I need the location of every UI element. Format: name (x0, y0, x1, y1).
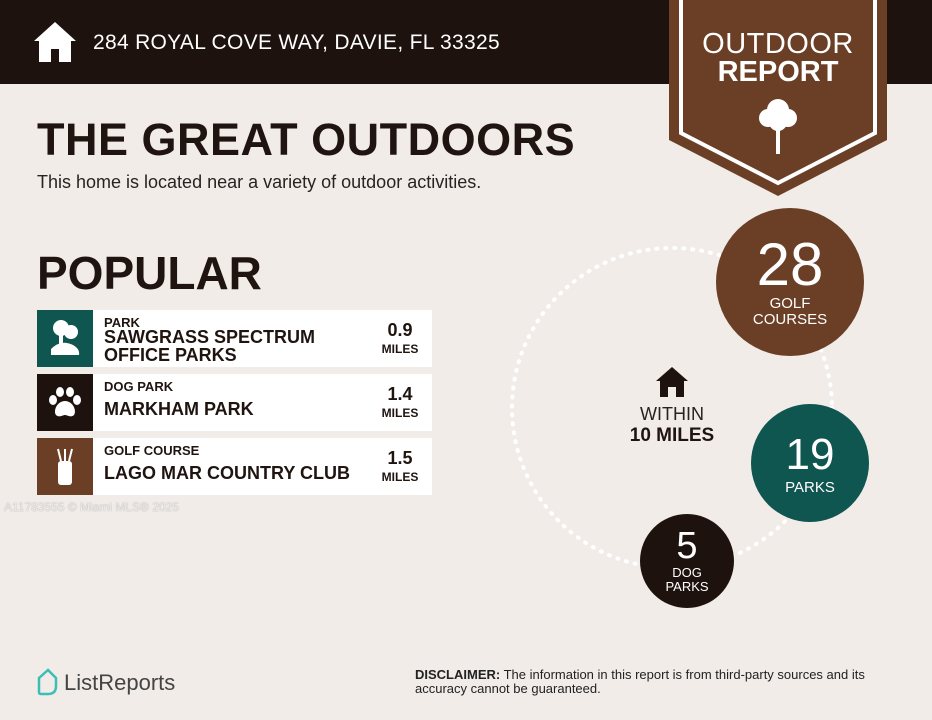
outdoor-report-badge (669, 0, 887, 196)
item-distance: 1.5 (387, 448, 413, 468)
page-title: THE GREAT OUTDOORS (37, 114, 576, 165)
item-category: GOLF COURSE (104, 443, 200, 458)
property-address: 284 ROYAL COVE WAY, DAVIE, FL 33325 (93, 31, 500, 54)
item-name: MARKHAM PARK (104, 399, 254, 419)
badge-line1: OUTDOOR (702, 28, 854, 60)
disclaimer: DISCLAIMER: The information in this repo… (415, 667, 865, 696)
popular-item: DOG PARK MARKHAM PARK 1.4 MILES (37, 374, 432, 431)
golf-bag-icon (37, 438, 93, 495)
golf-courses-count: 28 GOLF COURSES (716, 208, 864, 356)
popular-heading: POPULAR (37, 247, 262, 299)
item-name: LAGO MAR COUNTRY CLUB (104, 463, 350, 483)
page-subtitle: This home is located near a variety of o… (37, 172, 482, 192)
brand-name: ListReports (64, 670, 176, 695)
item-unit: MILES (381, 470, 419, 484)
dog-parks-count: 5 DOG PARKS (640, 514, 734, 608)
popular-item: PARK SAWGRASS SPECTRUM OFFICE PARKS 0.9 … (37, 310, 432, 367)
watermark: A11783555 © Miami MLS® 2025 (4, 500, 179, 514)
item-category: DOG PARK (104, 379, 174, 394)
item-distance: 1.4 (387, 384, 413, 404)
home-icon (34, 22, 76, 62)
popular-item: GOLF COURSE LAGO MAR COUNTRY CLUB 1.5 MI… (37, 438, 432, 495)
tree-icon (759, 99, 797, 154)
within-label: WITHIN (640, 404, 704, 424)
parks-count: 19 PARKS (751, 404, 869, 522)
home-icon (656, 367, 688, 397)
paw-icon (37, 374, 93, 431)
item-category: PARK (104, 315, 140, 330)
badge-line2: REPORT (717, 56, 839, 88)
item-name: SAWGRASS SPECTRUM OFFICE PARKS (104, 327, 316, 365)
item-unit: MILES (381, 406, 419, 420)
park-icon (37, 310, 93, 367)
item-unit: MILES (381, 342, 419, 356)
item-distance: 0.9 (387, 320, 413, 340)
listreports-logo-icon (37, 668, 58, 696)
within-distance: 10 MILES (629, 425, 715, 446)
